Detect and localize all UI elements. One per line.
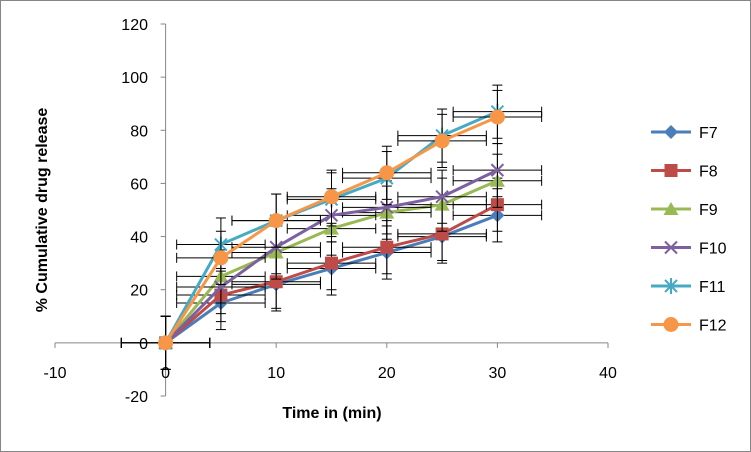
legend-label: F9: [699, 202, 718, 219]
y-tick-label: 40: [130, 230, 148, 247]
legend-item-f7: F7: [651, 125, 718, 142]
x-tick-label: 30: [489, 365, 507, 382]
data-point: [435, 190, 449, 204]
data-point: [380, 240, 394, 254]
series-layer: [120, 84, 543, 370]
legend-item-f11: F11: [651, 278, 725, 296]
legend-label: F11: [699, 279, 725, 296]
x-tick-label: 0: [161, 365, 170, 382]
data-point: [214, 280, 228, 294]
legend-label: F8: [699, 164, 718, 181]
legend-marker: [664, 240, 678, 255]
y-axis-title: % Cumulative drug release: [34, 108, 51, 313]
data-point: [213, 250, 229, 266]
legend-item-f9: F9: [651, 202, 718, 219]
data-point: [269, 275, 283, 289]
legend-label: F7: [699, 125, 718, 142]
y-tick-label: 0: [139, 336, 148, 353]
y-tick-label: 120: [121, 17, 148, 34]
data-point: [324, 189, 339, 205]
x-tick-label: 10: [267, 365, 285, 382]
data-point: [380, 200, 394, 215]
legend: F7 F8 F9 F10 F11 F12: [651, 125, 727, 335]
y-tick-label: 80: [130, 123, 148, 140]
legend-label: F10: [699, 241, 727, 258]
x-tick-label: -10: [43, 365, 66, 382]
y-tick-label: -20: [125, 389, 148, 406]
data-point: [325, 256, 338, 270]
legend-item-f10: F10: [651, 241, 727, 258]
legend-marker: [664, 278, 678, 294]
legend-item-f8: F8: [651, 164, 718, 181]
x-tick-label: 40: [599, 365, 617, 382]
data-point: [379, 165, 395, 181]
y-tick-label: 100: [121, 70, 148, 87]
data-point: [435, 227, 449, 241]
x-tick-label: 20: [378, 365, 396, 382]
x-axis-title: Time in (min): [282, 405, 381, 422]
legend-marker: [664, 164, 678, 177]
data-point: [268, 213, 284, 229]
data-point: [434, 133, 450, 149]
legend-item-f12: F12: [651, 317, 727, 335]
data-point: [490, 163, 505, 177]
legend-marker: [664, 125, 678, 139]
tick-labels-layer: -20 0 20 40 60 80 100 120 -10 0 10 20 30 40: [43, 17, 617, 406]
series-f12: [120, 89, 543, 370]
data-point: [158, 335, 174, 351]
legend-label: F12: [699, 318, 727, 335]
legend-marker: [663, 202, 679, 215]
y-tick-label: 20: [130, 283, 148, 300]
legend-marker: [663, 317, 679, 332]
data-point: [489, 109, 505, 125]
y-tick-label: 60: [130, 176, 148, 193]
